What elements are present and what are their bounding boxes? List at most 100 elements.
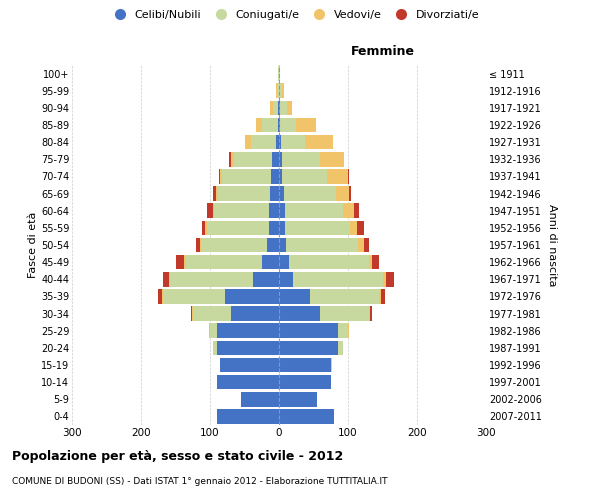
- Bar: [231, 152, 234, 166]
- Bar: [320, 306, 368, 321]
- Bar: [279, 306, 320, 321]
- Bar: [262, 255, 279, 270]
- Bar: [343, 204, 353, 218]
- Bar: [169, 272, 170, 286]
- Bar: [220, 169, 223, 184]
- Bar: [279, 272, 293, 286]
- Bar: [214, 186, 216, 201]
- Bar: [225, 289, 279, 304]
- Bar: [207, 204, 213, 218]
- Bar: [217, 324, 279, 338]
- Bar: [209, 324, 210, 338]
- Y-axis label: Anni di nascita: Anni di nascita: [547, 204, 557, 286]
- Bar: [210, 324, 217, 338]
- Bar: [253, 272, 279, 286]
- Bar: [280, 118, 296, 132]
- Bar: [158, 289, 162, 304]
- Bar: [234, 152, 272, 166]
- Bar: [219, 169, 220, 184]
- Bar: [202, 220, 205, 235]
- Bar: [310, 289, 379, 304]
- Bar: [328, 169, 348, 184]
- Legend: Celibi/Nubili, Coniugati/e, Vedovi/e, Divorziati/e: Celibi/Nubili, Coniugati/e, Vedovi/e, Di…: [104, 6, 484, 25]
- Bar: [370, 306, 372, 321]
- Bar: [279, 392, 317, 406]
- Bar: [279, 409, 334, 424]
- Bar: [279, 375, 331, 390]
- Bar: [201, 238, 266, 252]
- Bar: [353, 204, 359, 218]
- Bar: [279, 135, 281, 150]
- Text: Popolazione per età, sesso e stato civile - 2012: Popolazione per età, sesso e stato civil…: [12, 450, 343, 463]
- Bar: [256, 118, 262, 132]
- Bar: [279, 118, 280, 132]
- Bar: [214, 204, 269, 218]
- Bar: [286, 238, 358, 252]
- Bar: [214, 340, 217, 355]
- Bar: [379, 289, 381, 304]
- Bar: [279, 289, 310, 304]
- Bar: [282, 84, 284, 98]
- Bar: [338, 324, 348, 338]
- Bar: [284, 186, 335, 201]
- Bar: [296, 118, 316, 132]
- Bar: [213, 204, 214, 218]
- Bar: [335, 186, 349, 201]
- Bar: [358, 238, 364, 252]
- Bar: [270, 100, 273, 115]
- Bar: [278, 118, 279, 132]
- Bar: [331, 358, 332, 372]
- Bar: [278, 66, 279, 81]
- Bar: [372, 255, 379, 270]
- Bar: [386, 272, 394, 286]
- Bar: [280, 100, 287, 115]
- Bar: [349, 186, 351, 201]
- Bar: [289, 255, 369, 270]
- Bar: [272, 152, 279, 166]
- Bar: [279, 152, 282, 166]
- Bar: [192, 306, 193, 321]
- Bar: [383, 272, 386, 286]
- Bar: [348, 324, 349, 338]
- Bar: [293, 272, 383, 286]
- Bar: [305, 135, 333, 150]
- Bar: [220, 358, 279, 372]
- Bar: [176, 255, 184, 270]
- Bar: [205, 220, 206, 235]
- Bar: [279, 238, 286, 252]
- Bar: [368, 306, 370, 321]
- Bar: [279, 100, 280, 115]
- Bar: [206, 220, 269, 235]
- Bar: [279, 220, 284, 235]
- Bar: [230, 306, 279, 321]
- Bar: [271, 169, 279, 184]
- Bar: [162, 289, 163, 304]
- Bar: [217, 409, 279, 424]
- Bar: [277, 84, 279, 98]
- Bar: [284, 220, 350, 235]
- Bar: [241, 392, 279, 406]
- Bar: [193, 306, 230, 321]
- Bar: [229, 152, 230, 166]
- Bar: [279, 358, 331, 372]
- Bar: [273, 100, 278, 115]
- Bar: [368, 255, 372, 270]
- Bar: [191, 306, 192, 321]
- Bar: [217, 375, 279, 390]
- Bar: [170, 272, 253, 286]
- Bar: [216, 186, 218, 201]
- Bar: [223, 169, 271, 184]
- Bar: [338, 340, 343, 355]
- Bar: [196, 238, 200, 252]
- Bar: [269, 204, 279, 218]
- Bar: [381, 289, 385, 304]
- Bar: [279, 84, 282, 98]
- Bar: [348, 169, 349, 184]
- Bar: [279, 204, 284, 218]
- Bar: [279, 186, 284, 201]
- Bar: [184, 255, 186, 270]
- Bar: [279, 324, 338, 338]
- Bar: [276, 84, 277, 98]
- Bar: [279, 66, 280, 81]
- Bar: [251, 135, 275, 150]
